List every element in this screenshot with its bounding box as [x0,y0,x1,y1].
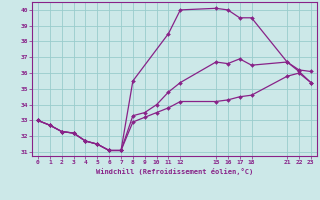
X-axis label: Windchill (Refroidissement éolien,°C): Windchill (Refroidissement éolien,°C) [96,168,253,175]
